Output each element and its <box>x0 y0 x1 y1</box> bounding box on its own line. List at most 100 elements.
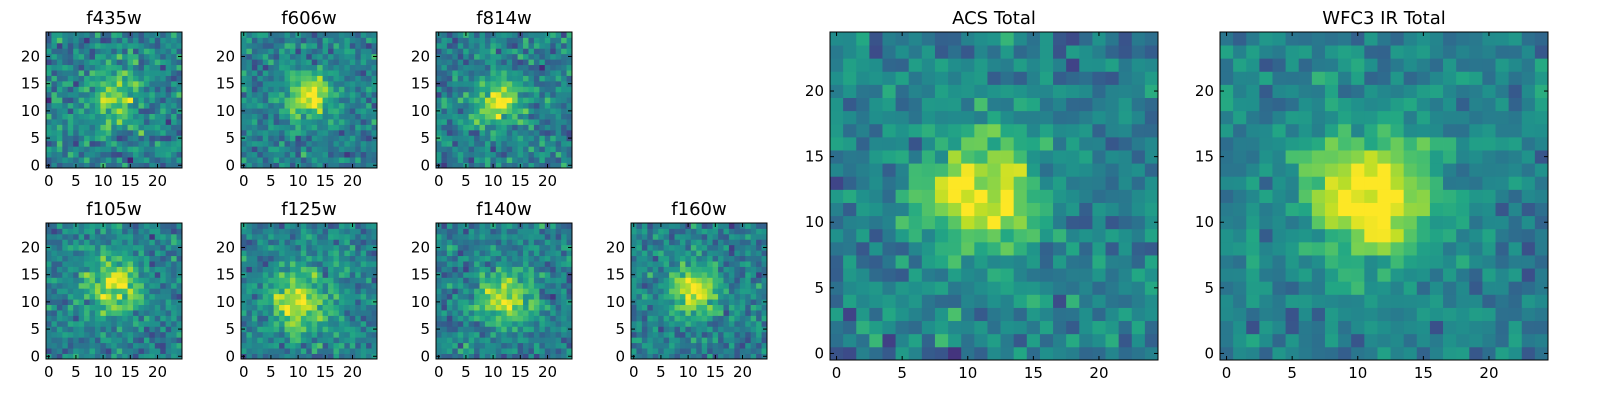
heatmap-cell <box>279 332 285 338</box>
heatmap-cell <box>436 48 442 54</box>
heatmap-cell <box>545 146 551 152</box>
heatmap-cell <box>122 92 128 98</box>
heatmap-cell <box>1092 255 1106 269</box>
heatmap-cell <box>317 141 323 147</box>
heatmap-cell <box>518 43 524 49</box>
heatmap-cell <box>279 267 285 273</box>
heatmap-cell <box>1079 216 1093 230</box>
heatmap-cell <box>480 130 486 136</box>
heatmap-cell <box>512 135 518 141</box>
heatmap-cell <box>441 76 447 82</box>
heatmap-cell <box>469 272 475 278</box>
heatmap-cell <box>257 86 263 92</box>
heatmap-cell <box>84 135 90 141</box>
heatmap-cell <box>518 59 524 65</box>
heatmap-cell <box>290 310 296 316</box>
heatmap-cell <box>523 305 529 311</box>
heatmap-cell <box>133 130 139 136</box>
heatmap-cell <box>707 348 713 354</box>
heatmap-cell <box>133 239 139 245</box>
heatmap-cell <box>138 114 144 120</box>
heatmap-cell <box>306 228 312 234</box>
heatmap-cell <box>111 48 117 54</box>
heatmap-cell <box>257 141 263 147</box>
heatmap-cell <box>669 326 675 332</box>
heatmap-cell <box>257 315 263 321</box>
heatmap-cell <box>702 223 708 229</box>
heatmap-cell <box>68 86 74 92</box>
heatmap-cell <box>144 321 150 327</box>
heatmap-cell <box>328 348 334 354</box>
heatmap-cell <box>90 272 96 278</box>
heatmap-cell <box>111 76 117 82</box>
heatmap-cell <box>57 114 63 120</box>
heatmap-cell <box>366 65 372 71</box>
heatmap-cell <box>79 70 85 76</box>
heatmap-cell <box>366 283 372 289</box>
heatmap-cell <box>545 332 551 338</box>
heatmap-cell <box>133 228 139 234</box>
heatmap-cell <box>57 343 63 349</box>
heatmap-cell <box>301 43 307 49</box>
heatmap-cell <box>166 114 172 120</box>
heatmap-cell <box>133 157 139 163</box>
heatmap-cell <box>1053 308 1067 322</box>
heatmap-cell <box>317 152 323 158</box>
heatmap-cell <box>441 256 447 262</box>
heatmap-cell <box>241 157 247 163</box>
heatmap-cell <box>922 229 936 243</box>
heatmap-cell <box>160 234 166 240</box>
heatmap-cell <box>257 277 263 283</box>
heatmap-cell <box>669 239 675 245</box>
heatmap-cell <box>501 305 507 311</box>
heatmap-cell <box>350 310 356 316</box>
heatmap-cell <box>723 343 729 349</box>
heatmap-cell <box>274 146 280 152</box>
heatmap-cell <box>1053 163 1067 177</box>
heatmap-cell <box>274 141 280 147</box>
heatmap-cell <box>355 272 361 278</box>
heatmap-cell <box>133 326 139 332</box>
heatmap-cell <box>496 65 502 71</box>
heatmap-cell <box>312 234 318 240</box>
heatmap-cell <box>653 277 659 283</box>
heatmap-cell <box>556 234 562 240</box>
heatmap-cell <box>485 65 491 71</box>
heatmap-cell <box>534 32 540 38</box>
heatmap-cell <box>333 321 339 327</box>
heatmap-cell <box>441 114 447 120</box>
heatmap-cell <box>501 86 507 92</box>
heatmap-cell <box>79 103 85 109</box>
heatmap-cell <box>133 234 139 240</box>
heatmap-cell <box>301 141 307 147</box>
heatmap-cell <box>1014 189 1028 203</box>
heatmap-cell <box>171 299 177 305</box>
heatmap-cell <box>257 283 263 289</box>
heatmap-cell <box>79 332 85 338</box>
heatmap-cell <box>257 245 263 251</box>
heatmap-cell <box>155 70 161 76</box>
heatmap-cell <box>171 65 177 71</box>
heatmap-cell <box>539 310 545 316</box>
heatmap-cell <box>138 157 144 163</box>
heatmap-cell <box>144 305 150 311</box>
heatmap-cell <box>869 255 883 269</box>
heatmap-cell <box>144 239 150 245</box>
heatmap-cell <box>545 141 551 147</box>
heatmap-cell <box>452 157 458 163</box>
heatmap-cell <box>149 103 155 109</box>
heatmap-cell <box>452 267 458 273</box>
heatmap-cell <box>507 288 513 294</box>
heatmap-cell <box>68 135 74 141</box>
heatmap-cell <box>290 152 296 158</box>
heatmap-cell <box>344 108 350 114</box>
heatmap-cell <box>84 157 90 163</box>
heatmap-cell <box>106 277 112 283</box>
heatmap-cell <box>138 277 144 283</box>
heatmap-cell <box>441 315 447 321</box>
y-tick-label: 10 <box>21 102 40 120</box>
heatmap-cell <box>534 48 540 54</box>
heatmap-cell <box>550 283 556 289</box>
heatmap-cell <box>79 223 85 229</box>
